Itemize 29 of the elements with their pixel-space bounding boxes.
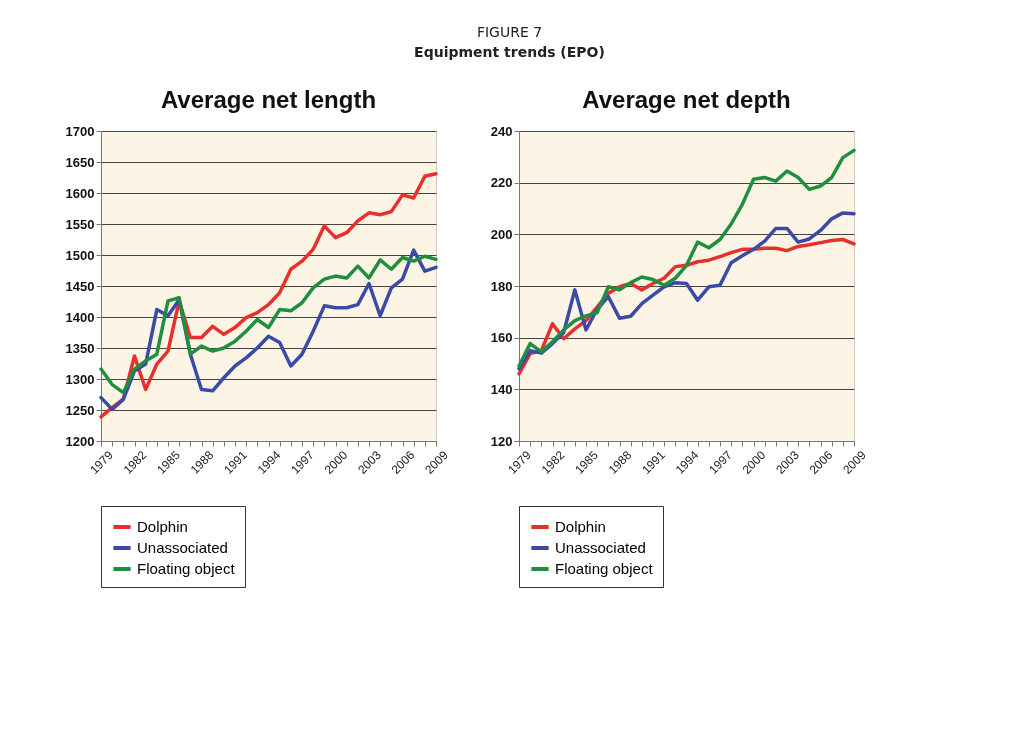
line-series bbox=[517, 148, 856, 368]
chart-title: Average net length bbox=[160, 86, 377, 113]
y-tick-label: 240 bbox=[490, 123, 513, 139]
chart-title: Average net depth bbox=[582, 86, 791, 113]
y-tick-label: 1550 bbox=[65, 216, 95, 232]
y-tick-label: 160 bbox=[490, 330, 513, 346]
text: Equipment trends (EPO) bbox=[413, 43, 606, 62]
y-tick-label: 1250 bbox=[65, 402, 95, 418]
y-tick-label: 1700 bbox=[65, 123, 95, 139]
legend-label: Floating object bbox=[137, 560, 236, 577]
legend-label: Dolphin bbox=[137, 518, 188, 535]
y-tick-label: 220 bbox=[490, 175, 513, 191]
y-tick-label: 180 bbox=[490, 278, 513, 294]
y-tick-label: 1350 bbox=[65, 340, 95, 356]
y-tick-label: 1650 bbox=[65, 154, 95, 170]
y-tick-label: 1450 bbox=[65, 278, 95, 294]
y-tick-label: 1600 bbox=[65, 185, 95, 201]
y-tick-label: 1400 bbox=[65, 309, 95, 325]
y-tick-label: 1500 bbox=[65, 247, 95, 263]
y-tick-label: 1200 bbox=[65, 433, 95, 449]
legend-label: Dolphin bbox=[555, 518, 606, 535]
legend-label: Floating object bbox=[555, 560, 654, 577]
caption: FIGURE 7 bbox=[475, 23, 544, 42]
legend-label: Unassociated bbox=[555, 539, 646, 556]
y-tick-label: 1300 bbox=[65, 371, 95, 387]
y-tick-label: 140 bbox=[490, 381, 513, 397]
y-tick-label: 120 bbox=[490, 433, 513, 449]
y-tick-label: 200 bbox=[490, 226, 513, 242]
legend-label: Unassociated bbox=[137, 539, 228, 556]
